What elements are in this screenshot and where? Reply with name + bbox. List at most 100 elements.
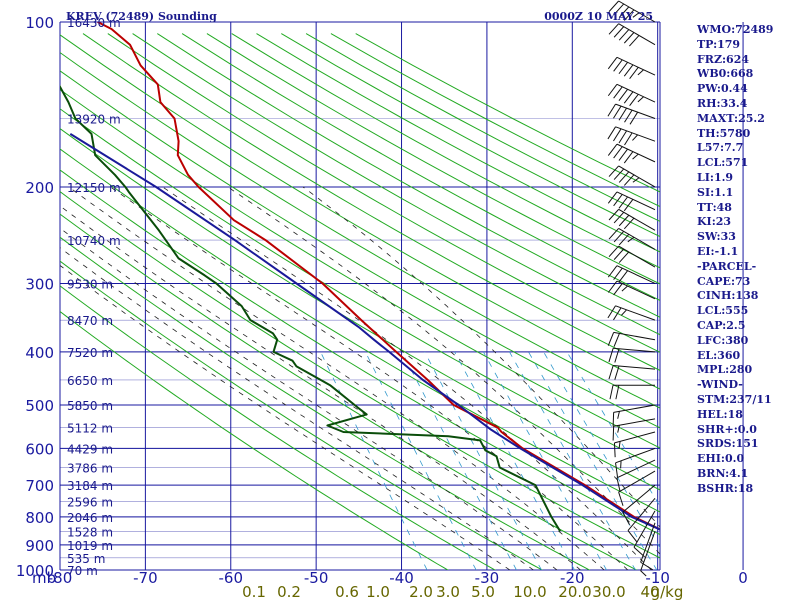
wind-barb (608, 165, 656, 188)
sounding-index-item: CINH:138 (697, 289, 759, 303)
wind-barb-staff (616, 56, 656, 76)
wind-barb-flag (627, 530, 638, 543)
wind-barb-flag (623, 199, 634, 212)
wind-barb-flag (613, 59, 623, 72)
wind-barb-staff (613, 347, 656, 353)
moist-adiabat (60, 264, 511, 570)
wind-barb-flag (629, 35, 640, 47)
wind-barb-flag (613, 86, 623, 99)
wind-barb-flag (612, 426, 615, 441)
height-label: 2046 m (67, 511, 113, 525)
dry-adiabat (181, 33, 660, 301)
sounding-index-item: BSHR:18 (697, 481, 754, 495)
wind-barb-flag (623, 151, 634, 164)
wind-barb-flag (618, 29, 630, 41)
wind-barb (608, 347, 656, 363)
wind-barb-staff (615, 447, 656, 464)
wind-barb (608, 23, 656, 47)
wind-barb-flag (640, 570, 647, 577)
height-label: 4429 m (67, 442, 113, 456)
mixing-ratio-label: 2.0 (409, 583, 433, 600)
wind-barb-flag (613, 333, 620, 347)
wind-barb-staff (613, 418, 656, 427)
pressure-tick-label: 1000 (16, 562, 54, 580)
wind-barb-staff (616, 280, 656, 300)
height-label: 3786 m (67, 461, 113, 475)
wind-barb-staff (633, 510, 656, 548)
height-label: 10740 m (67, 234, 121, 248)
height-label: 1019 m (67, 539, 113, 553)
wind-barb (607, 143, 656, 164)
moist-adiabat (60, 247, 534, 570)
wind-barb (607, 305, 656, 321)
wind-barb-flag (632, 177, 640, 183)
wind-barb-flag (618, 130, 628, 144)
wind-barb-flag (637, 69, 644, 76)
wind-barb-flag (624, 109, 633, 123)
sounding-index-item: TH:5780 (697, 126, 751, 140)
wind-barb-staff (618, 0, 656, 23)
wind-barb-flag (607, 280, 618, 293)
height-label: 13920 m (67, 112, 121, 126)
wind-barb-flag (607, 126, 616, 140)
wind-barb-flag (607, 103, 616, 117)
pressure-tick-label: 600 (25, 440, 54, 458)
sounding-index-item: LCL:555 (697, 304, 749, 318)
height-label: 7520 m (67, 346, 113, 360)
sounding-index-item: L57:7.7 (697, 141, 744, 155)
wind-barb-staff (616, 83, 656, 103)
pressure-tick-label: 200 (25, 179, 54, 197)
wind-barb-flag (632, 153, 639, 160)
wind-barb (615, 447, 656, 478)
wind-barbs (607, 0, 656, 577)
wind-barb-flag (607, 84, 618, 97)
height-label: 3184 m (67, 479, 113, 493)
temperature-tick-label: -20 (560, 569, 585, 587)
wind-barb-flag (613, 3, 625, 15)
mixing-ratio-label: 30.0 (592, 583, 625, 600)
sounding-index-item: -WIND- (697, 378, 743, 392)
wind-barb-staff (613, 364, 656, 370)
wind-barb-staff (618, 165, 656, 188)
sounding-index-item: WMO:72489 (697, 23, 774, 36)
wind-barb-flag (613, 248, 625, 260)
dry-adiabat (60, 108, 660, 470)
wind-barb (640, 531, 656, 577)
sounding-indices-list: WMO:72489 TP:179 FRZ:624 WB0:668 PW:0.44 RH:3… (697, 23, 797, 497)
mixing-ratio-label: 0.6 (335, 583, 359, 600)
pressure-tick-label: 100 (25, 14, 54, 32)
wind-barb (608, 208, 656, 231)
wind-barb-staff (616, 143, 656, 163)
pressure-tick-label: 800 (25, 509, 54, 527)
wind-barb-flag (613, 168, 625, 180)
sounding-index-item: HEL:18 (697, 407, 743, 421)
height-label: 9530 m (67, 277, 113, 291)
wind-barb (609, 384, 655, 400)
sounding-index-item: RH:33.4 (697, 96, 748, 110)
wind-barb-flag (614, 365, 620, 380)
mixing-ratio-label: 20.0 (558, 583, 591, 600)
wind-barb-flag (607, 332, 615, 346)
pressure-tick-label: 700 (25, 477, 54, 495)
wind-barb-flag (608, 365, 614, 380)
wind-barb-flag (608, 228, 619, 240)
sounding-index-item: MPL:280 (697, 363, 753, 377)
dry-adiabat (107, 33, 660, 353)
sounding-index-item: EHI:0.0 (697, 452, 745, 466)
wind-barb (640, 522, 656, 571)
height-label: 535 m (67, 552, 105, 566)
pressure-tick-label: 400 (25, 344, 54, 362)
wind-barb-flag (621, 309, 627, 316)
wind-barb-flag (618, 6, 630, 18)
height-label: 12150 m (67, 181, 121, 195)
wind-barb-flag (608, 165, 619, 177)
temperature-profile-line (97, 22, 660, 531)
wind-barb-staff (618, 208, 656, 231)
wind-barb (607, 126, 656, 146)
wind-barb-flag (637, 96, 644, 103)
pressure-tick-label: 300 (25, 275, 54, 293)
height-label: 5112 m (67, 422, 113, 436)
wind-barb-flag (623, 9, 635, 21)
wind-barb-flag (618, 107, 628, 121)
